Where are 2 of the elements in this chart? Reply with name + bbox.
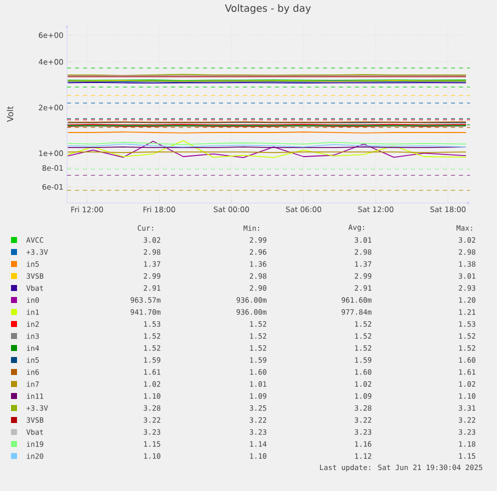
chart-title: Voltages - by day bbox=[224, 4, 311, 14]
y-axis-title: Volt bbox=[6, 106, 14, 122]
